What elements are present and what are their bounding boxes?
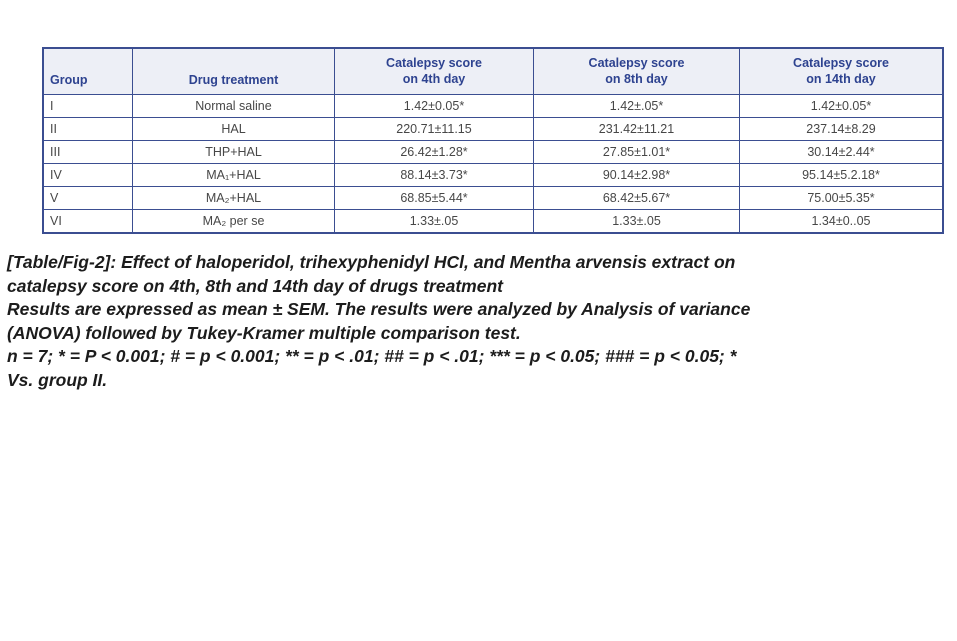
table-cell-score-14th: 237.14±8.29 — [739, 117, 944, 141]
catalepsy-results-table: Group Drug treatment Catalepsy score on … — [42, 47, 944, 234]
table-cell-treatment: Normal saline — [132, 94, 335, 118]
table-row: V MA₂+HAL 68.85±5.44* 68.42±5.67* 75.00±… — [42, 186, 944, 210]
table-row: I Normal saline 1.42±0.05* 1.42±.05* 1.4… — [42, 94, 944, 118]
table-row: VI MA₂ per se 1.33±.05 1.33±.05 1.34±0..… — [42, 209, 944, 234]
table-cell-score-14th: 75.00±5.35* — [739, 186, 944, 210]
table-row: IV MA₁+HAL 88.14±3.73* 90.14±2.98* 95.14… — [42, 163, 944, 187]
table-cell-treatment: MA₁+HAL — [132, 163, 335, 187]
header-cell-score-14th-day: Catalepsy score on 14th day — [739, 47, 944, 95]
table-cell-score-8th: 68.42±5.67* — [533, 186, 740, 210]
table-cell-score-4th: 68.85±5.44* — [334, 186, 534, 210]
table-cell-score-14th: 95.14±5.2.18* — [739, 163, 944, 187]
table-row: III THP+HAL 26.42±1.28* 27.85±1.01* 30.1… — [42, 140, 944, 164]
table-cell-score-8th: 27.85±1.01* — [533, 140, 740, 164]
table-cell-group: V — [42, 186, 133, 210]
table-cell-score-8th: 231.42±11.21 — [533, 117, 740, 141]
table-cell-score-14th: 1.34±0..05 — [739, 209, 944, 234]
table-cell-score-4th: 88.14±3.73* — [334, 163, 534, 187]
table-cell-group: II — [42, 117, 133, 141]
header-cell-score-4th-day: Catalepsy score on 4th day — [334, 47, 534, 95]
table-cell-treatment: MA₂ per se — [132, 209, 335, 234]
header-cell-score-8th-day: Catalepsy score on 8th day — [533, 47, 740, 95]
table-cell-treatment: HAL — [132, 117, 335, 141]
header-cell-group: Group — [42, 47, 133, 95]
table-cell-score-14th: 30.14±2.44* — [739, 140, 944, 164]
table-cell-score-14th: 1.42±0.05* — [739, 94, 944, 118]
table-cell-score-4th: 1.42±0.05* — [334, 94, 534, 118]
table-header-row: Group Drug treatment Catalepsy score on … — [42, 47, 944, 95]
caption-line-methods-2: (ANOVA) followed by Tukey-Kramer multipl… — [7, 322, 521, 343]
table-cell-score-8th: 1.42±.05* — [533, 94, 740, 118]
table-cell-score-8th: 1.33±.05 — [533, 209, 740, 234]
table-row: II HAL 220.71±11.15 231.42±11.21 237.14±… — [42, 117, 944, 141]
caption-line-title-2: catalepsy score on 4th, 8th and 14th day… — [7, 275, 503, 296]
table-cell-group: III — [42, 140, 133, 164]
table-cell-score-8th: 90.14±2.98* — [533, 163, 740, 187]
table-cell-group: I — [42, 94, 133, 118]
caption-line-stats-1: n = 7; * = P < 0.001; # = p < 0.001; ** … — [7, 346, 737, 366]
table-cell-treatment: MA₂+HAL — [132, 186, 335, 210]
table-cell-treatment: THP+HAL — [132, 140, 335, 164]
caption-line-title-1: [Table/Fig-2]: Effect of haloperidol, tr… — [7, 252, 736, 272]
table-cell-score-4th: 1.33±.05 — [334, 209, 534, 234]
figure-caption: [Table/Fig-2]: Effect of haloperidol, tr… — [7, 251, 955, 392]
header-cell-drug-treatment: Drug treatment — [132, 47, 335, 95]
table-cell-score-4th: 26.42±1.28* — [334, 140, 534, 164]
caption-line-methods-1: Results are expressed as mean ± SEM. The… — [7, 299, 751, 319]
table-cell-group: IV — [42, 163, 133, 187]
caption-line-stats-2: Vs. group II. — [7, 369, 108, 390]
table-cell-group: VI — [42, 209, 133, 234]
table-cell-score-4th: 220.71±11.15 — [334, 117, 534, 141]
